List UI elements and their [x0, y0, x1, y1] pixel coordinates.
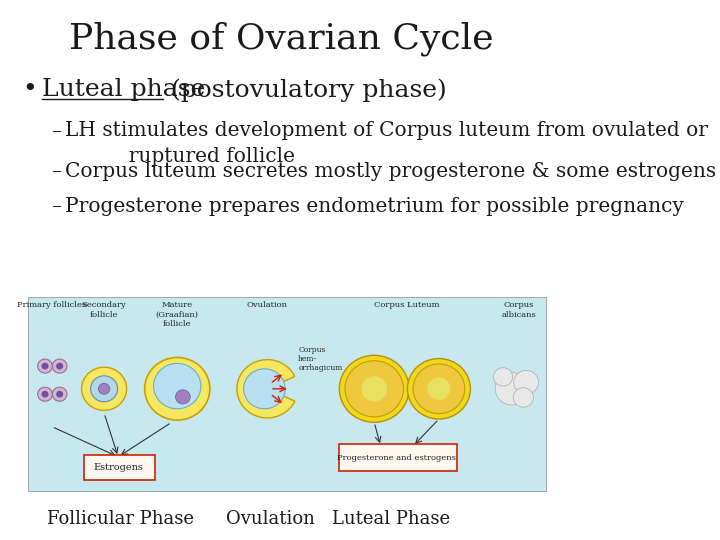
- Circle shape: [42, 363, 48, 369]
- Text: Corpus
hem-
orrhagicum: Corpus hem- orrhagicum: [298, 346, 343, 373]
- Text: Ovulation: Ovulation: [225, 510, 315, 528]
- Text: Corpus
albicans: Corpus albicans: [501, 301, 536, 319]
- Circle shape: [145, 357, 210, 420]
- Circle shape: [493, 368, 513, 386]
- Circle shape: [362, 377, 387, 401]
- Circle shape: [243, 369, 285, 409]
- Circle shape: [91, 376, 117, 402]
- Circle shape: [99, 383, 109, 394]
- Text: Luteal phase: Luteal phase: [42, 78, 205, 102]
- Text: –: –: [50, 197, 60, 216]
- Text: •: •: [22, 78, 37, 102]
- Circle shape: [42, 392, 48, 397]
- Text: Luteal Phase: Luteal Phase: [332, 510, 450, 528]
- Text: (postovulatory phase): (postovulatory phase): [163, 78, 447, 102]
- Circle shape: [81, 367, 127, 410]
- Text: Secondary
follicle: Secondary follicle: [82, 301, 127, 319]
- Circle shape: [53, 387, 67, 401]
- Text: Progesterone and estrogens: Progesterone and estrogens: [337, 454, 456, 462]
- Circle shape: [57, 392, 63, 397]
- Circle shape: [428, 379, 450, 399]
- Text: Estrogens: Estrogens: [93, 463, 143, 472]
- Circle shape: [413, 364, 465, 414]
- Circle shape: [345, 361, 403, 417]
- Circle shape: [513, 388, 534, 407]
- Circle shape: [176, 390, 190, 404]
- Text: Corpus Luteum: Corpus Luteum: [374, 301, 439, 309]
- Wedge shape: [237, 360, 294, 418]
- FancyBboxPatch shape: [84, 455, 155, 480]
- Text: Corpus luteum secretes mostly progesterone & some estrogens: Corpus luteum secretes mostly progestero…: [65, 162, 716, 181]
- FancyBboxPatch shape: [338, 444, 457, 471]
- Circle shape: [153, 363, 201, 409]
- Text: LH stimulates development of Corpus luteum from ovulated or
          ruptured f: LH stimulates development of Corpus lute…: [65, 122, 708, 165]
- Text: Phase of Ovarian Cycle: Phase of Ovarian Cycle: [69, 22, 494, 56]
- Text: Primary follicles: Primary follicles: [17, 301, 86, 309]
- Circle shape: [57, 363, 63, 369]
- Circle shape: [514, 370, 539, 394]
- Text: Follicular Phase: Follicular Phase: [48, 510, 194, 528]
- Text: Ovulation: Ovulation: [247, 301, 288, 309]
- Text: –: –: [50, 122, 60, 140]
- Circle shape: [339, 355, 409, 422]
- Text: Mature
(Graafian)
follicle: Mature (Graafian) follicle: [156, 301, 199, 328]
- Circle shape: [37, 359, 53, 373]
- Circle shape: [408, 359, 470, 419]
- Text: –: –: [50, 162, 60, 181]
- Circle shape: [53, 359, 67, 373]
- Text: Progesterone prepares endometrium for possible pregnancy: Progesterone prepares endometrium for po…: [65, 197, 683, 216]
- FancyBboxPatch shape: [28, 297, 546, 491]
- Circle shape: [37, 387, 53, 401]
- Circle shape: [495, 373, 529, 405]
